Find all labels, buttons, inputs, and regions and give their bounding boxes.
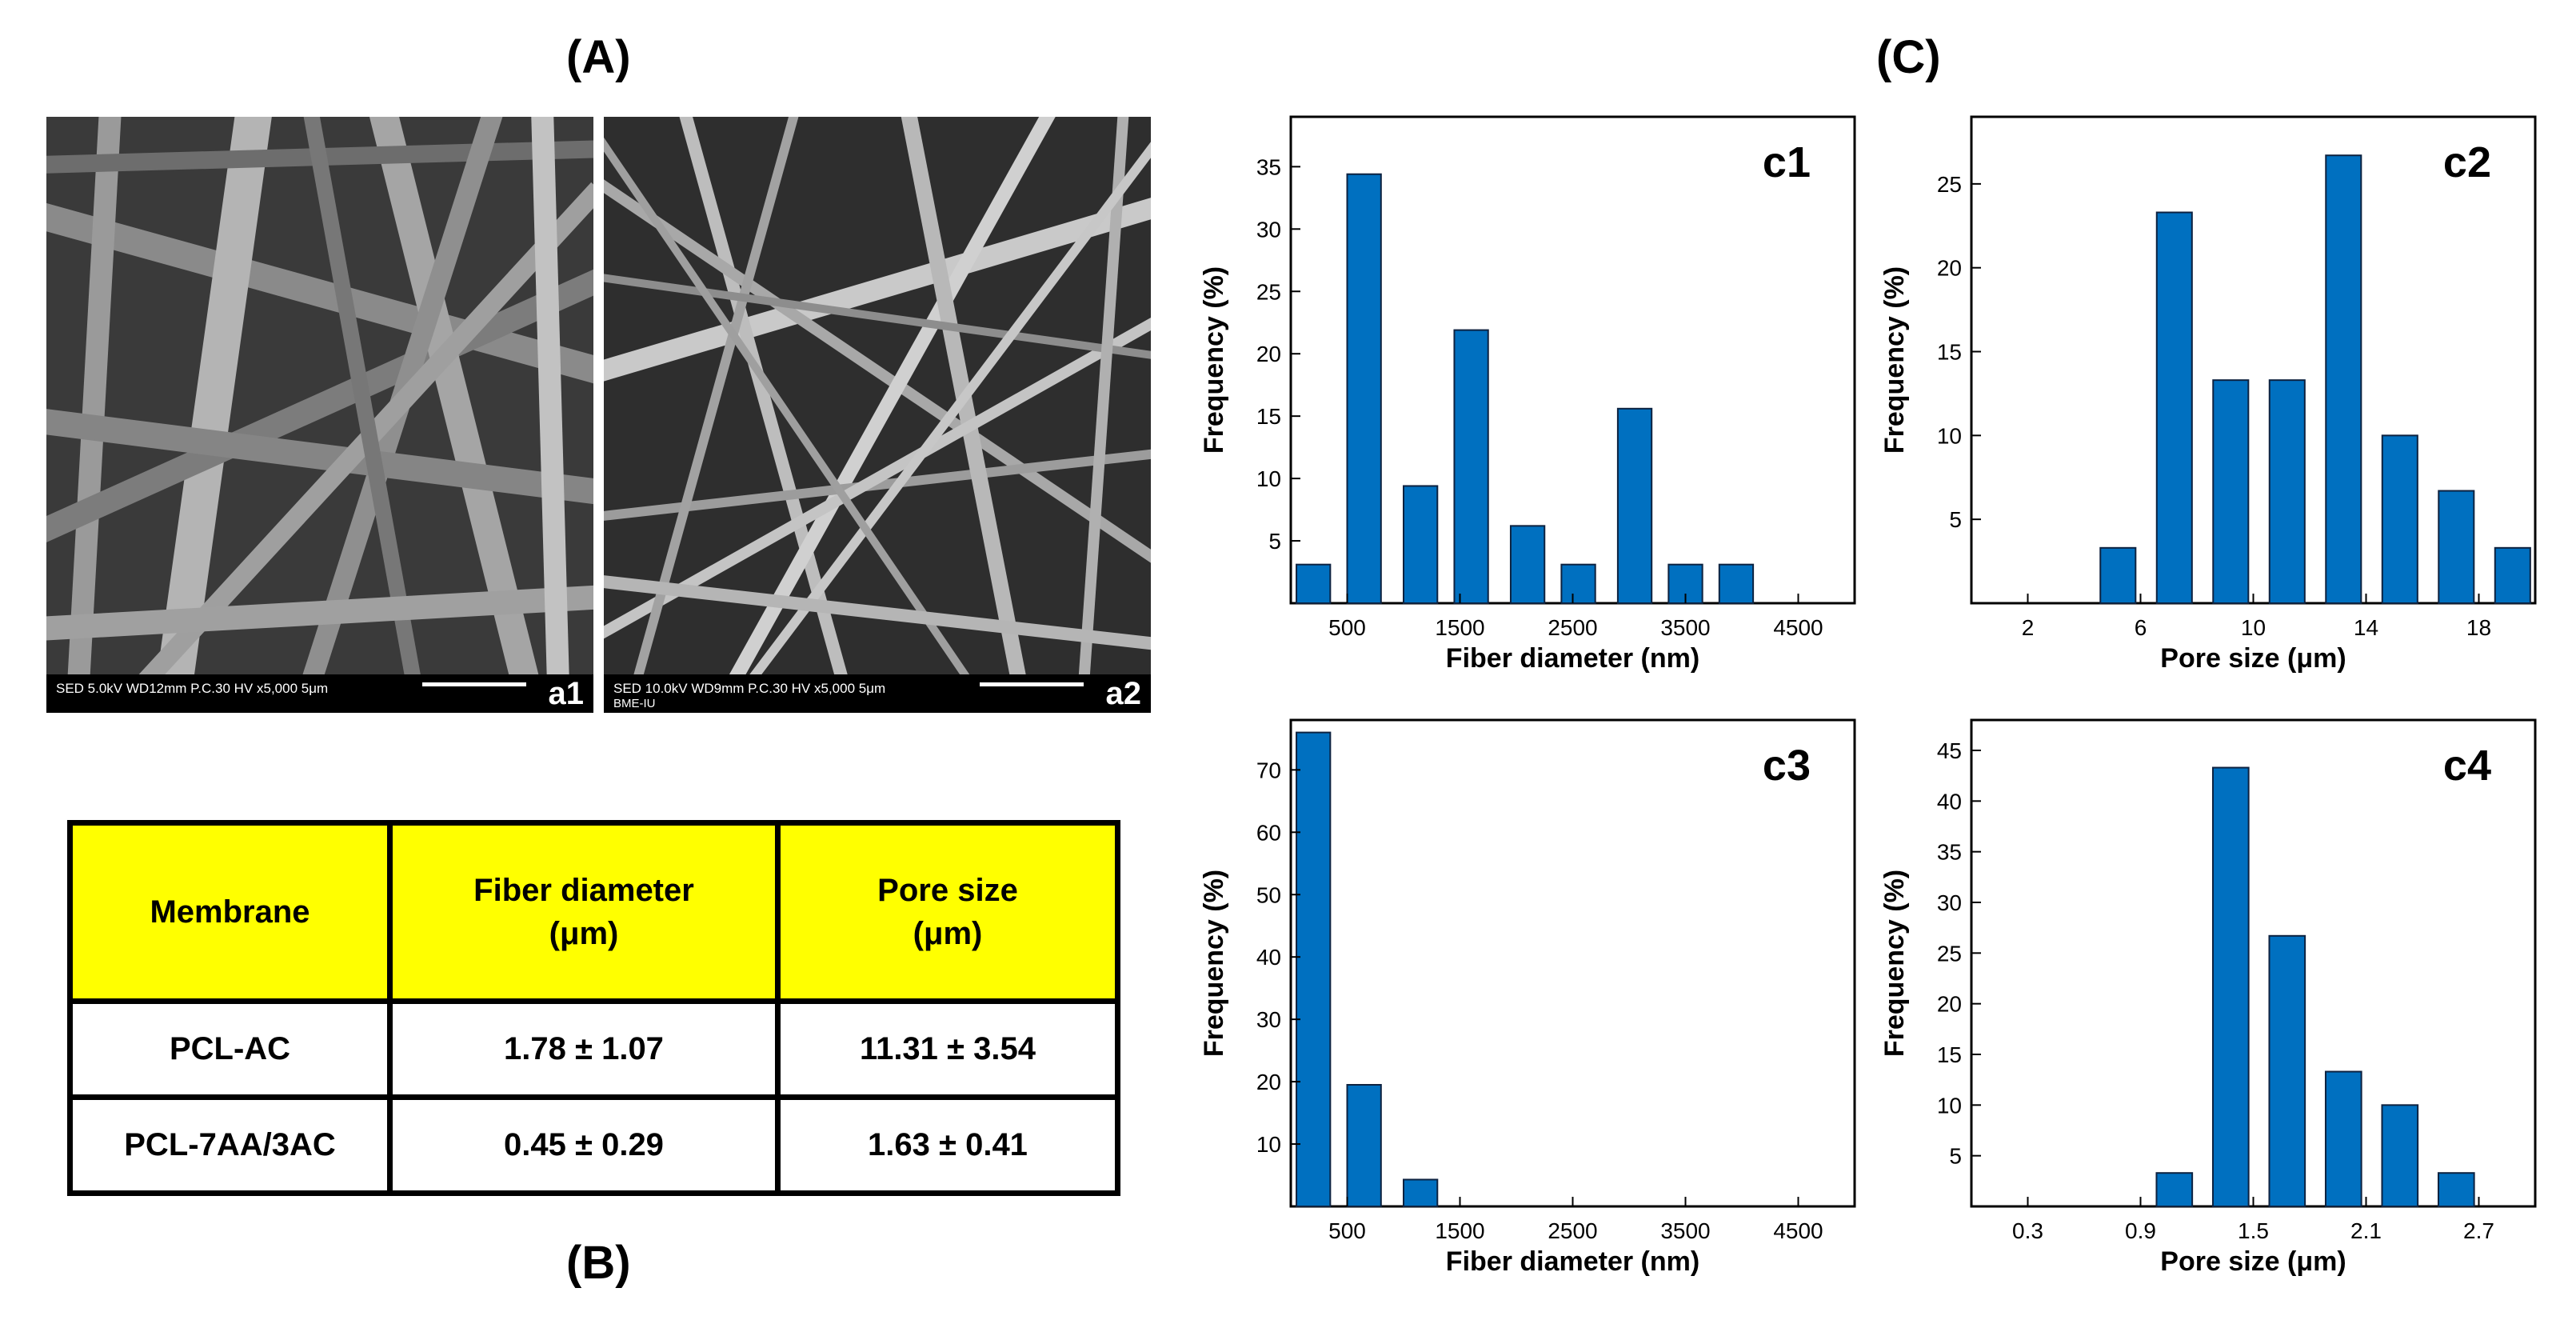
fiber-texture-a1 [46, 117, 593, 674]
histogram-bar [1403, 485, 1439, 605]
table-cell: 1.78 ± 1.07 [387, 998, 781, 1100]
header-fiber-diameter: Fiber diameter (μm) [387, 820, 781, 1004]
x-tick-label: 4500 [1773, 615, 1823, 640]
header-pore-size-unit: (μm) [913, 915, 983, 951]
table-cell: PCL-AC [67, 998, 393, 1100]
y-tick-label: 15 [1256, 404, 1281, 429]
sem-databar-a1: SED 5.0kV WD12mm P.C.30 HV x5,000 5μm a1 [46, 674, 593, 713]
histogram-bar [1296, 563, 1332, 605]
x-tick-label: 500 [1328, 615, 1366, 640]
sem-info2-a2: BME-IU [613, 697, 656, 710]
sem-image-a2: SED 10.0kV WD9mm P.C.30 HV x5,000 5μm BM… [604, 117, 1151, 713]
scale-bar-a1 [422, 682, 526, 686]
header-fiber-diameter-text: Fiber diameter [473, 872, 694, 908]
header-pore-size-text: Pore size [877, 872, 1018, 908]
histogram-bar [1346, 173, 1382, 604]
table-header-row: Membrane Fiber diameter (μm) Pore size (μm… [67, 820, 1120, 1004]
panel-label-a: (A) [566, 31, 631, 83]
y-tick-label: 20 [1256, 342, 1281, 366]
header-fiber-diameter-unit: (μm) [549, 915, 619, 951]
sem-label-a2: a2 [1105, 676, 1142, 711]
panel-label-b: (B) [566, 1237, 631, 1289]
y-axis-label: Frequency (%) [1199, 266, 1229, 454]
header-membrane: Membrane [67, 820, 393, 1004]
y-tick-label: 5 [1268, 529, 1281, 554]
table-cell: 0.45 ± 0.29 [387, 1094, 781, 1197]
x-tick-label: 3500 [1660, 615, 1710, 640]
scale-bar-a2 [980, 682, 1084, 686]
x-tick-label: 2500 [1548, 615, 1597, 640]
panel-label-c: (C) [1876, 31, 1941, 83]
chart-panel-label: c1 [1763, 138, 1811, 186]
table-cell: PCL-7AA/3AC [67, 1094, 393, 1197]
table-row: PCL-7AA/3AC 0.45 ± 0.29 1.63 ± 0.41 [67, 1094, 1120, 1197]
table-cell: 11.31 ± 3.54 [775, 998, 1120, 1100]
histogram-bar [1509, 525, 1546, 604]
histogram-bar [1560, 563, 1596, 605]
table-row: PCL-AC 1.78 ± 1.07 11.31 ± 3.54 [67, 998, 1120, 1100]
sem-info-a2: SED 10.0kV WD9mm P.C.30 HV x5,000 5μm [613, 681, 886, 696]
sem-label-a1: a1 [548, 676, 585, 711]
properties-table: Membrane Fiber diameter (μm) Pore size (μm… [67, 820, 1120, 1197]
y-tick-label: 35 [1256, 154, 1281, 179]
histogram-bar [1718, 563, 1755, 605]
y-tick-label: 30 [1256, 217, 1281, 242]
header-membrane-text: Membrane [150, 894, 310, 930]
histogram-bar [1616, 407, 1653, 604]
table-cell: 1.63 ± 0.41 [775, 1094, 1120, 1197]
y-tick-label: 25 [1256, 279, 1281, 304]
header-pore-size: Pore size (μm) [775, 820, 1120, 1004]
sem-image-a1: SED 5.0kV WD12mm P.C.30 HV x5,000 5μm a1 [46, 117, 593, 713]
sem-info-a1: SED 5.0kV WD12mm P.C.30 HV x5,000 5μm [56, 681, 329, 696]
sem-databar-a2: SED 10.0kV WD9mm P.C.30 HV x5,000 5μm BM… [604, 674, 1151, 713]
y-tick-label: 10 [1256, 466, 1281, 491]
x-axis-label: Fiber diameter (nm) [1446, 643, 1699, 674]
fiber-texture-a2 [604, 117, 1151, 674]
x-tick-label: 1500 [1435, 615, 1484, 640]
histogram-bar [1453, 329, 1489, 604]
